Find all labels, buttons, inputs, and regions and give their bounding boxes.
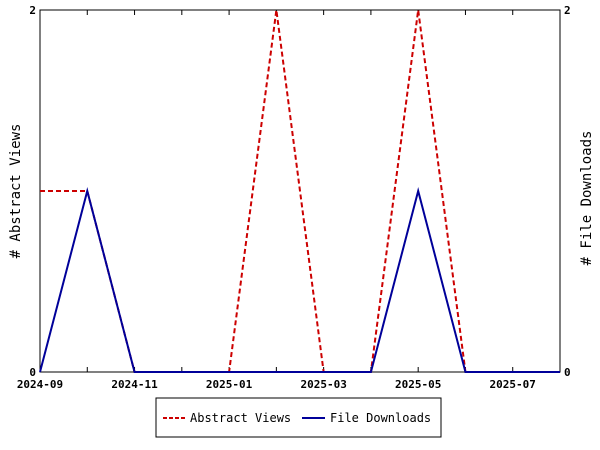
legend: Abstract Views File Downloads bbox=[155, 397, 442, 438]
y-tick-label-right: 2 bbox=[564, 4, 571, 17]
y-tick-label-left: 2 bbox=[29, 4, 36, 17]
legend-label-abstract-views: Abstract Views bbox=[190, 411, 291, 425]
x-tick-label: 2025-07 bbox=[490, 378, 536, 391]
y-axis-title-left: # Abstract Views bbox=[8, 124, 24, 259]
x-tick-label: 2025-03 bbox=[300, 378, 346, 391]
y-tick-label-left: 0 bbox=[29, 366, 36, 379]
series-line-file-downloads bbox=[39, 187, 560, 373]
x-tick-label: 2025-05 bbox=[395, 378, 441, 391]
series-lines bbox=[39, 9, 560, 373]
legend-box bbox=[155, 397, 442, 438]
x-tick-label: 2025-01 bbox=[206, 378, 253, 391]
x-tick-label: 2024-09 bbox=[17, 378, 63, 391]
y-axis-ticks: 0 2 0 2 bbox=[29, 4, 570, 379]
x-tick-label: 2024-11 bbox=[111, 378, 158, 391]
legend-label-file-downloads: File Downloads bbox=[330, 411, 431, 425]
y-tick-label-right: 0 bbox=[564, 366, 571, 379]
y-axis-title-right: # File Downloads bbox=[579, 131, 595, 266]
